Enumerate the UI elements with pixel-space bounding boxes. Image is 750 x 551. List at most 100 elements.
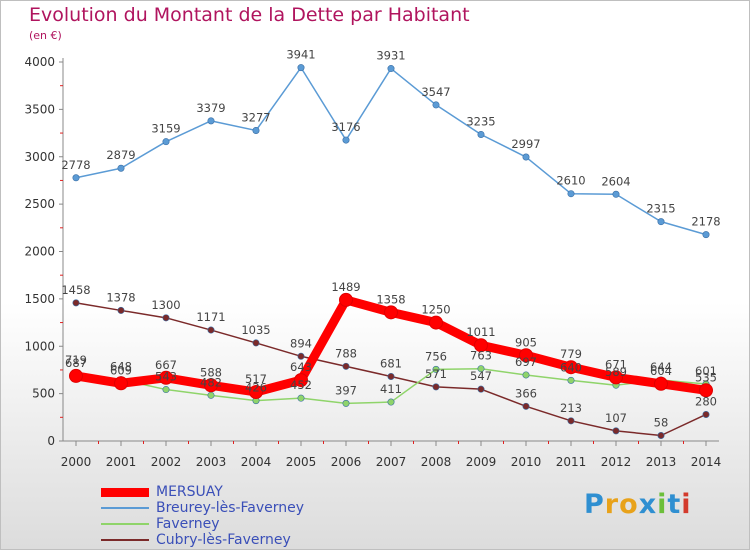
data-label-mersuay: 588 bbox=[200, 365, 222, 379]
y-tick-label: 3000 bbox=[24, 150, 55, 164]
data-point-breurey-l-s-faverney bbox=[342, 136, 350, 144]
chart-title: Evolution du Montant de la Dette par Hab… bbox=[29, 4, 470, 26]
data-point-breurey-l-s-faverney bbox=[432, 101, 440, 109]
data-point-faverney bbox=[387, 398, 395, 406]
data-label-cubry-l-s-faverney: 1458 bbox=[61, 283, 90, 297]
data-point-breurey-l-s-faverney bbox=[387, 65, 395, 73]
legend-label-cubry: Cubry-lès-Faverney bbox=[156, 532, 291, 548]
data-label-faverney: 648 bbox=[110, 360, 132, 374]
data-label-mersuay: 1250 bbox=[421, 303, 450, 317]
data-label-cubry-l-s-faverney: 894 bbox=[290, 336, 312, 350]
data-point-cubry-l-s-faverney bbox=[567, 417, 575, 425]
data-point-mersuay bbox=[384, 305, 398, 320]
data-point-cubry-l-s-faverney bbox=[72, 299, 80, 307]
y-tick-label: 2500 bbox=[24, 197, 55, 211]
data-point-faverney bbox=[522, 371, 530, 379]
data-point-breurey-l-s-faverney bbox=[702, 231, 710, 239]
x-tick-label: 2008 bbox=[421, 455, 452, 469]
data-point-breurey-l-s-faverney bbox=[522, 153, 530, 161]
data-point-breurey-l-s-faverney bbox=[117, 164, 125, 172]
legend-label-mersuay: MERSUAY bbox=[156, 484, 223, 500]
y-tick-label: 500 bbox=[32, 387, 55, 401]
data-point-mersuay bbox=[474, 338, 488, 353]
x-tick-label: 2001 bbox=[106, 455, 137, 469]
data-label-faverney: 426 bbox=[245, 381, 267, 395]
data-label-cubry-l-s-faverney: 1300 bbox=[151, 298, 180, 312]
x-tick-label: 2012 bbox=[601, 455, 632, 469]
data-label-cubry-l-s-faverney: 788 bbox=[335, 346, 357, 360]
data-label-breurey-l-s-faverney: 3941 bbox=[286, 48, 315, 62]
data-label-mersuay: 604 bbox=[650, 364, 672, 378]
legend-swatch-cubry bbox=[101, 539, 149, 541]
data-point-faverney bbox=[477, 365, 485, 373]
data-label-cubry-l-s-faverney: 1035 bbox=[241, 323, 270, 337]
data-label-faverney: 543 bbox=[155, 370, 177, 384]
data-label-mersuay: 905 bbox=[515, 335, 537, 349]
data-point-mersuay bbox=[204, 378, 218, 393]
data-label-faverney: 601 bbox=[695, 364, 717, 378]
data-point-mersuay bbox=[564, 360, 578, 375]
data-point-breurey-l-s-faverney bbox=[207, 117, 215, 125]
data-point-mersuay bbox=[654, 376, 668, 391]
data-point-cubry-l-s-faverney bbox=[702, 410, 710, 418]
data-label-cubry-l-s-faverney: 280 bbox=[695, 394, 717, 408]
data-point-cubry-l-s-faverney bbox=[207, 326, 215, 334]
x-tick-label: 2011 bbox=[556, 455, 587, 469]
data-label-mersuay: 609 bbox=[110, 363, 132, 377]
data-point-faverney bbox=[432, 365, 440, 373]
data-label-breurey-l-s-faverney: 2778 bbox=[61, 158, 90, 172]
data-label-breurey-l-s-faverney: 3277 bbox=[241, 111, 270, 125]
data-point-mersuay bbox=[159, 370, 173, 385]
data-label-mersuay: 687 bbox=[65, 356, 87, 370]
data-label-breurey-l-s-faverney: 2178 bbox=[691, 215, 720, 229]
data-point-cubry-l-s-faverney bbox=[612, 427, 620, 435]
data-label-mersuay: 779 bbox=[560, 347, 582, 361]
logo-letter: o bbox=[619, 489, 639, 520]
data-point-breurey-l-s-faverney bbox=[297, 64, 305, 72]
logo-letter: r bbox=[604, 489, 620, 520]
data-point-faverney bbox=[297, 394, 305, 402]
x-tick-label: 2000 bbox=[61, 455, 92, 469]
data-point-cubry-l-s-faverney bbox=[162, 314, 170, 322]
data-label-breurey-l-s-faverney: 3159 bbox=[151, 122, 180, 136]
data-point-breurey-l-s-faverney bbox=[657, 218, 665, 226]
data-label-cubry-l-s-faverney: 571 bbox=[425, 367, 447, 381]
data-point-mersuay bbox=[609, 370, 623, 385]
y-tick-label: 4000 bbox=[24, 55, 55, 69]
data-label-breurey-l-s-faverney: 2610 bbox=[556, 174, 585, 188]
chart-subtitle: (en €) bbox=[29, 29, 62, 42]
data-label-faverney: 589 bbox=[605, 365, 627, 379]
data-label-breurey-l-s-faverney: 3235 bbox=[466, 114, 495, 128]
data-point-cubry-l-s-faverney bbox=[522, 402, 530, 410]
legend-label-faverney: Faverney bbox=[156, 516, 220, 532]
data-point-cubry-l-s-faverney bbox=[252, 339, 260, 347]
data-label-faverney: 640 bbox=[560, 360, 582, 374]
data-point-mersuay bbox=[294, 373, 308, 388]
legend-swatch-breurey bbox=[101, 507, 149, 509]
x-tick-label: 2014 bbox=[691, 455, 722, 469]
data-label-cubry-l-s-faverney: 681 bbox=[380, 356, 402, 370]
data-label-cubry-l-s-faverney: 213 bbox=[560, 401, 582, 415]
data-label-faverney: 397 bbox=[335, 383, 357, 397]
x-tick-label: 2003 bbox=[196, 455, 227, 469]
data-point-mersuay bbox=[69, 368, 83, 383]
series-line-breurey-l-s-faverney bbox=[75, 66, 707, 236]
data-label-mersuay: 535 bbox=[695, 370, 717, 384]
data-point-mersuay bbox=[699, 383, 713, 398]
data-label-faverney: 482 bbox=[200, 375, 222, 389]
data-label-cubry-l-s-faverney: 1378 bbox=[106, 290, 135, 304]
y-tick-label: 0 bbox=[47, 434, 55, 448]
data-label-faverney: 644 bbox=[650, 360, 672, 374]
legend-label-breurey: Breurey-lès-Faverney bbox=[156, 500, 305, 516]
data-label-breurey-l-s-faverney: 2879 bbox=[106, 148, 135, 162]
data-label-mersuay: 671 bbox=[605, 357, 627, 371]
legend-swatch-mersuay bbox=[101, 488, 149, 497]
y-tick-label: 1500 bbox=[24, 292, 55, 306]
legend-swatch-faverney bbox=[101, 523, 149, 525]
data-label-mersuay: 517 bbox=[245, 372, 267, 386]
logo-letter: P bbox=[584, 489, 605, 520]
data-label-breurey-l-s-faverney: 2997 bbox=[511, 137, 540, 151]
data-point-breurey-l-s-faverney bbox=[477, 130, 485, 138]
data-point-cubry-l-s-faverney bbox=[117, 306, 125, 314]
data-label-faverney: 697 bbox=[515, 355, 537, 369]
